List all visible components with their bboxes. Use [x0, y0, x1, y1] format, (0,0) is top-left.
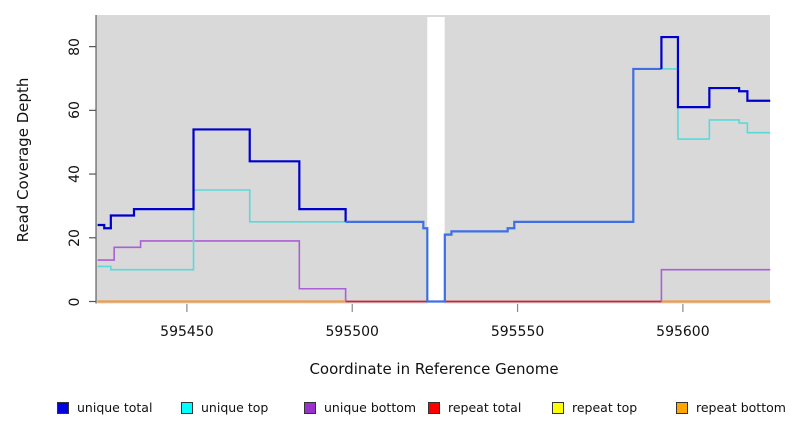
- legend-label: repeat bottom: [696, 400, 786, 415]
- legend-item-unique-bottom: unique bottom: [304, 401, 416, 415]
- series-line-unique-total: [345, 67, 662, 303]
- y-tick-label: 40: [67, 165, 83, 183]
- legend-label: unique bottom: [324, 400, 417, 415]
- series-line-unique-total: [660, 35, 771, 109]
- legend-label: unique total: [77, 400, 153, 415]
- y-axis-title: Read Coverage Depth: [14, 77, 32, 243]
- legend-item-repeat-top: repeat top: [552, 401, 637, 415]
- coverage-gap-region: [427, 17, 445, 304]
- legend-swatch-unique-bottom: [304, 402, 316, 414]
- legend-label: repeat top: [572, 400, 638, 415]
- legend-label: repeat total: [448, 400, 522, 415]
- legend-swatch-unique-top: [181, 402, 193, 414]
- y-tick-label: 60: [67, 101, 83, 120]
- legend-item-repeat-total: repeat total: [428, 401, 521, 415]
- y-tick-label: 80: [67, 37, 83, 56]
- y-tick-label: 0: [67, 297, 83, 306]
- x-axis-title: Coordinate in Reference Genome: [309, 360, 559, 378]
- x-tick-label: 595600: [656, 324, 710, 340]
- legend-swatch-repeat-bottom: [676, 402, 688, 414]
- legend-label: unique top: [201, 400, 269, 415]
- legend-swatch-repeat-top: [552, 402, 564, 414]
- legend-swatch-repeat-total: [428, 402, 440, 414]
- x-tick-label: 595500: [325, 324, 379, 340]
- y-tick-label: 20: [67, 228, 83, 247]
- legend-item-repeat-bottom: repeat bottom: [676, 401, 786, 415]
- legend-swatch-unique-total: [57, 402, 69, 414]
- x-tick-label: 595450: [160, 324, 214, 340]
- legend-item-unique-top: unique top: [181, 401, 268, 415]
- legend-item-unique-total: unique total: [57, 401, 152, 415]
- series-line-unique-bottom: [97, 240, 771, 303]
- series-line-unique-total: [97, 128, 347, 230]
- x-tick-label: 595550: [490, 324, 545, 340]
